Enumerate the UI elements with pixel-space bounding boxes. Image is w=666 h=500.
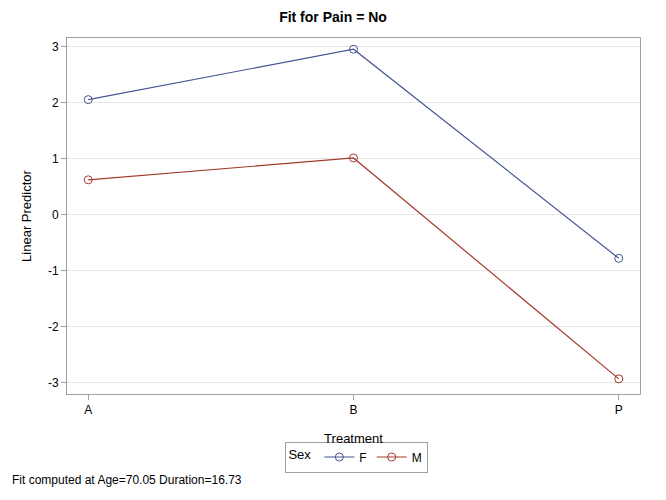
svg-text:-1: -1: [48, 264, 59, 278]
svg-text:B: B: [349, 403, 357, 417]
svg-text:-3: -3: [48, 376, 59, 390]
svg-text:Fit computed at Age=70.05 Dura: Fit computed at Age=70.05 Duration=16.73: [12, 473, 242, 487]
svg-text:A: A: [84, 403, 92, 417]
svg-text:1: 1: [52, 152, 59, 166]
svg-text:Linear Predictor: Linear Predictor: [19, 169, 34, 261]
svg-text:Treatment: Treatment: [324, 431, 383, 446]
svg-text:P: P: [615, 403, 623, 417]
svg-text:M: M: [412, 451, 422, 465]
svg-text:-2: -2: [48, 320, 59, 334]
svg-text:F: F: [359, 451, 366, 465]
svg-text:Fit for Pain = No: Fit for Pain = No: [279, 9, 387, 25]
svg-text:0: 0: [52, 208, 59, 222]
svg-text:Sex: Sex: [288, 447, 311, 462]
svg-text:3: 3: [52, 40, 59, 54]
svg-text:2: 2: [52, 96, 59, 110]
